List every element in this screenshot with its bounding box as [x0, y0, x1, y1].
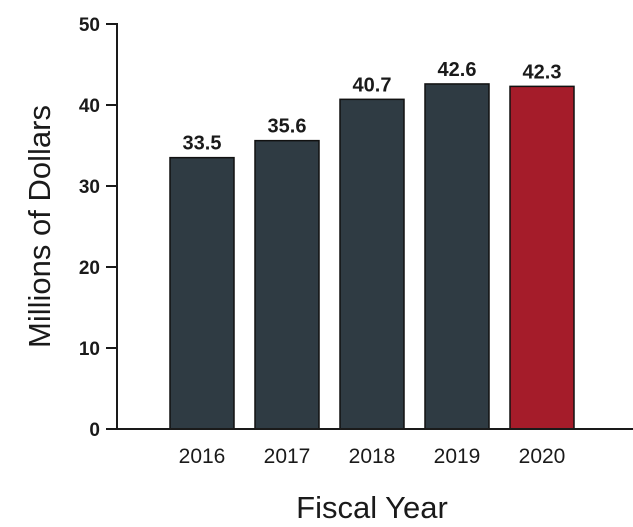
y-ticks-group: 0 10 20 30 40 50: [79, 15, 117, 441]
bar-2020: [509, 85, 575, 430]
y-tick-label: 0: [89, 420, 100, 441]
x-tick-label-2018: 2018: [349, 445, 396, 468]
x-ticks-group: 2016 2017 2018 2019 2020: [179, 445, 566, 468]
bar-2019: [424, 83, 490, 430]
bar-2016: [169, 156, 235, 430]
x-tick-label-2016: 2016: [179, 445, 226, 468]
x-tick-label-2019: 2019: [434, 445, 481, 468]
y-tick-label: 50: [79, 15, 100, 36]
y-tick-label: 40: [79, 96, 100, 117]
bars-group: [169, 83, 575, 430]
x-tick-label-2017: 2017: [264, 445, 311, 468]
data-label-2019: 42.6: [438, 59, 477, 81]
x-tick-label-2020: 2020: [519, 445, 566, 468]
y-tick-label: 30: [79, 177, 100, 198]
y-axis-title: Millions of Dollars: [22, 105, 57, 348]
y-tick-label: 20: [79, 258, 100, 279]
bar-2017: [254, 139, 320, 430]
x-axis-title: Fiscal Year: [296, 490, 448, 525]
data-label-2016: 33.5: [183, 133, 222, 155]
data-label-2017: 35.6: [268, 116, 307, 138]
y-tick-label: 10: [79, 339, 100, 360]
data-label-2020: 42.3: [523, 61, 562, 83]
data-labels-group: 33.5 35.6 40.7 42.6 42.3: [183, 59, 562, 155]
data-label-2018: 40.7: [353, 74, 392, 96]
bar-2018: [339, 98, 405, 430]
